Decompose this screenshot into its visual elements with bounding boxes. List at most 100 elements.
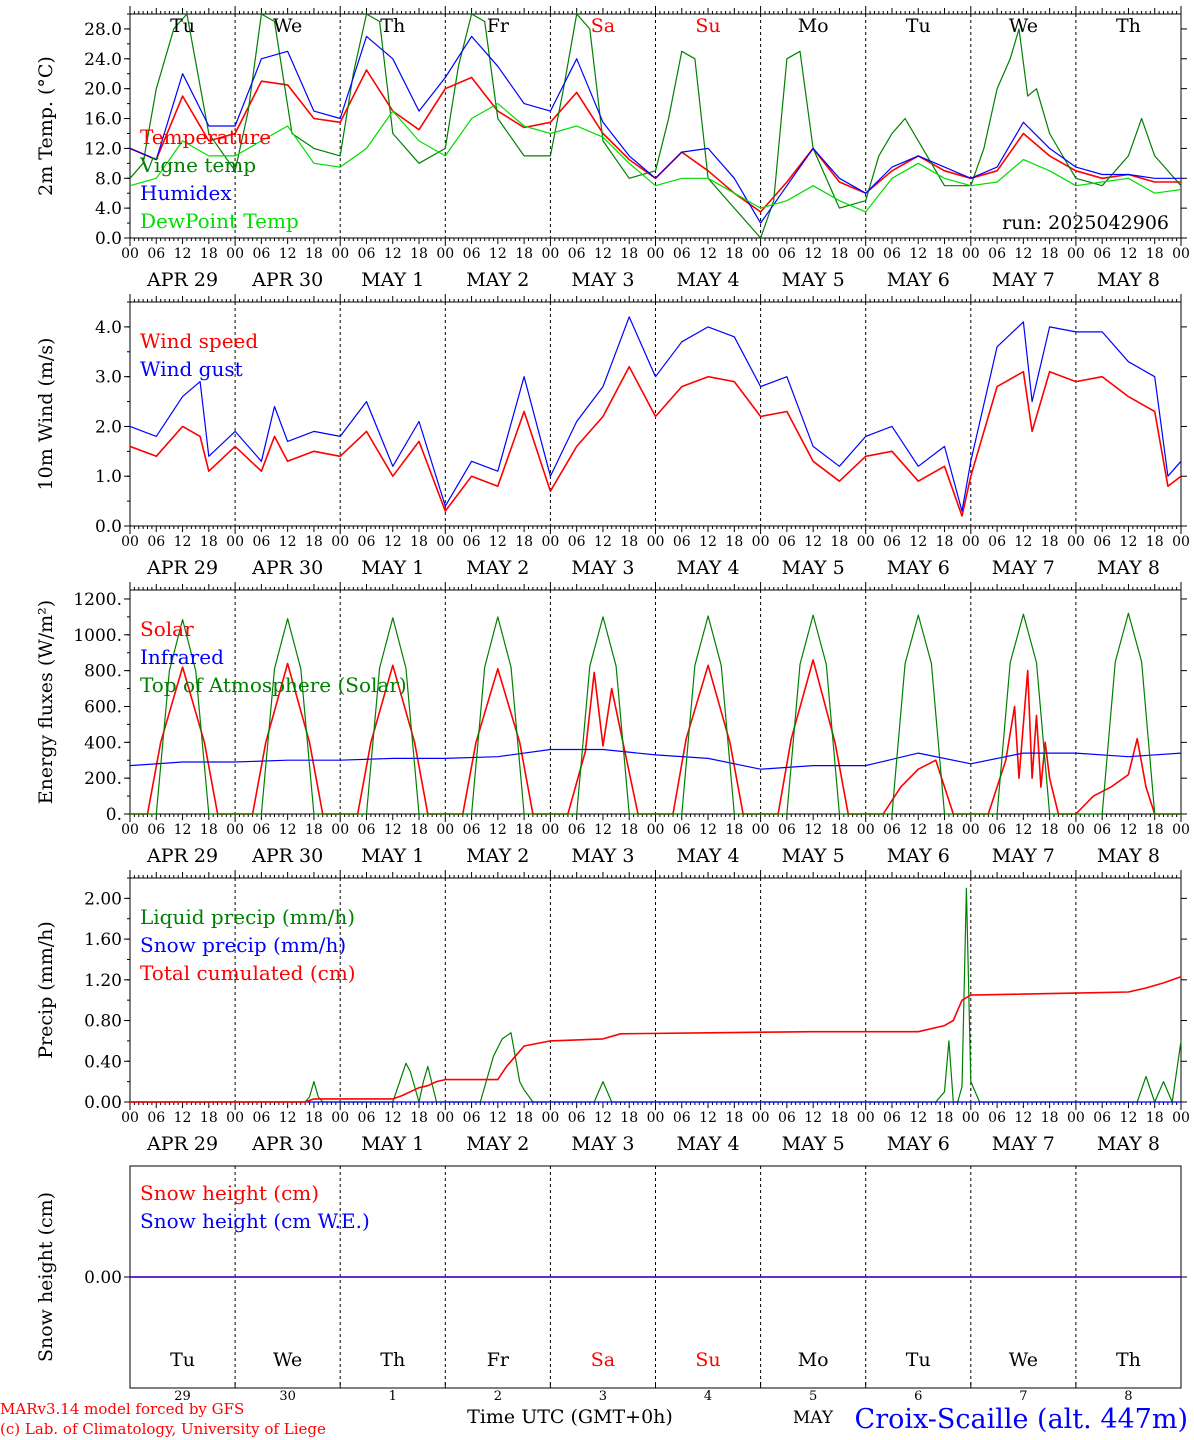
hour-tick-label: 18	[515, 822, 533, 838]
day-abbr-label: Fr	[487, 1349, 510, 1371]
hour-tick-label: 12	[594, 534, 612, 550]
hour-tick-label: 12	[489, 246, 507, 262]
hour-tick-label: 12	[489, 1110, 507, 1126]
hour-tick-label: 00	[541, 246, 559, 262]
day-abbr-label: We	[1009, 15, 1038, 37]
date-label: MAY 3	[571, 557, 634, 579]
hour-tick-label: 00	[962, 246, 980, 262]
series-line-top-of-atmosphere-solar-	[130, 612, 1181, 815]
hour-tick-label: 00	[857, 534, 875, 550]
hour-tick-label: 00	[752, 1110, 770, 1126]
day-abbr-label: Su	[695, 1349, 720, 1371]
hour-tick-label: 06	[1093, 246, 1111, 262]
hour-tick-label: 00	[121, 534, 139, 550]
hour-tick-label: 18	[410, 534, 428, 550]
panel-5	[124, 1165, 1187, 1389]
hour-tick-label: 18	[515, 246, 533, 262]
hour-tick-label: 06	[358, 534, 376, 550]
hour-tick-label: 06	[1093, 822, 1111, 838]
hour-tick-label: 12	[909, 534, 927, 550]
date-label: MAY 6	[887, 269, 950, 291]
legend-entry: Wind speed	[140, 329, 258, 353]
hour-tick-label: 06	[463, 1110, 481, 1126]
day-number-label: 29	[174, 1389, 191, 1404]
hour-tick-label: 06	[673, 534, 691, 550]
date-label: MAY 8	[1097, 269, 1160, 291]
day-number-label: 2	[494, 1389, 502, 1404]
credits-line-2: (c) Lab. of Climatology, University of L…	[0, 1420, 326, 1438]
day-abbr-label: Th	[1116, 1349, 1141, 1371]
hour-tick-label: 06	[988, 246, 1006, 262]
hour-tick-label: 12	[1014, 246, 1032, 262]
y-tick-label: 4.0	[95, 199, 122, 219]
date-label: MAY 5	[782, 1133, 845, 1155]
hour-tick-label: 06	[778, 246, 796, 262]
panel-4	[124, 870, 1187, 1110]
y-tick-label: 0.	[106, 805, 122, 825]
date-label: MAY 2	[466, 1133, 529, 1155]
y-tick-label: 0.0	[95, 229, 122, 249]
y-tick-label: 2.00	[84, 889, 122, 909]
y-tick-label: 28.0	[84, 20, 122, 40]
hour-tick-label: 06	[778, 822, 796, 838]
date-label: MAY 6	[887, 1133, 950, 1155]
hour-tick-label: 18	[620, 1110, 638, 1126]
run-label: run: 2025042906	[1002, 212, 1169, 234]
hour-tick-label: 18	[1146, 822, 1164, 838]
hour-tick-label: 00	[752, 246, 770, 262]
y-tick-label: 0.80	[84, 1012, 122, 1032]
hour-tick-label: 18	[200, 246, 218, 262]
hour-tick-label: 00	[541, 1110, 559, 1126]
date-label: MAY 8	[1097, 845, 1160, 867]
legend-entry: DewPoint Temp	[140, 209, 299, 233]
hour-tick-label: 18	[200, 822, 218, 838]
hour-tick-label: 12	[909, 246, 927, 262]
hour-tick-label: 06	[147, 534, 165, 550]
hour-tick-label: 00	[962, 534, 980, 550]
date-label: MAY 4	[677, 269, 740, 291]
y-tick-label: 0.00	[84, 1268, 122, 1288]
hour-tick-label: 06	[568, 246, 586, 262]
hour-tick-label: 06	[463, 246, 481, 262]
y-tick-label: 800.	[84, 662, 122, 682]
hour-tick-label: 06	[252, 822, 270, 838]
hour-tick-label: 06	[568, 822, 586, 838]
date-label: APR 30	[251, 269, 323, 291]
hour-tick-label: 12	[594, 246, 612, 262]
hour-tick-label: 06	[252, 534, 270, 550]
legend-entry: Temperature	[140, 125, 271, 149]
day-abbr-label: We	[273, 1349, 302, 1371]
panel-3	[124, 582, 1187, 822]
hour-tick-label: 12	[1120, 1110, 1138, 1126]
hour-tick-label: 00	[752, 822, 770, 838]
hour-tick-label: 06	[147, 1110, 165, 1126]
legend-entry: Liquid precip (mm/h)	[140, 905, 355, 929]
series-line-dewpoint-temp	[129, 102, 1182, 213]
hour-tick-label: 06	[1093, 534, 1111, 550]
hour-tick-label: 12	[279, 534, 297, 550]
station-label: Croix-Scaille (alt. 447m)	[855, 1404, 1188, 1435]
hour-tick-label: 12	[594, 822, 612, 838]
legend-entry: Wind gust	[140, 357, 243, 381]
hour-tick-label: 12	[1120, 822, 1138, 838]
hour-tick-label: 18	[1146, 246, 1164, 262]
hour-tick-label: 00	[647, 1110, 665, 1126]
hour-tick-label: 06	[252, 246, 270, 262]
legend-entry: Snow height (cm W.E.)	[140, 1209, 370, 1233]
hour-tick-label: 00	[1067, 246, 1085, 262]
hour-tick-label: 18	[410, 822, 428, 838]
hour-tick-label: 18	[1041, 822, 1059, 838]
series-line-humidex	[129, 35, 1181, 224]
day-abbr-label: Mo	[798, 15, 829, 37]
hour-tick-label: 12	[594, 1110, 612, 1126]
day-abbr-label: We	[1009, 1349, 1038, 1371]
hour-tick-label: 12	[489, 822, 507, 838]
hour-tick-label: 06	[988, 822, 1006, 838]
y-axis-title: Snow height (cm)	[35, 1192, 57, 1362]
date-label: MAY 5	[782, 269, 845, 291]
day-number-label: 4	[704, 1389, 712, 1404]
hour-tick-label: 00	[1067, 1110, 1085, 1126]
date-label: MAY 7	[992, 557, 1055, 579]
day-abbr-label: Th	[1116, 15, 1141, 37]
